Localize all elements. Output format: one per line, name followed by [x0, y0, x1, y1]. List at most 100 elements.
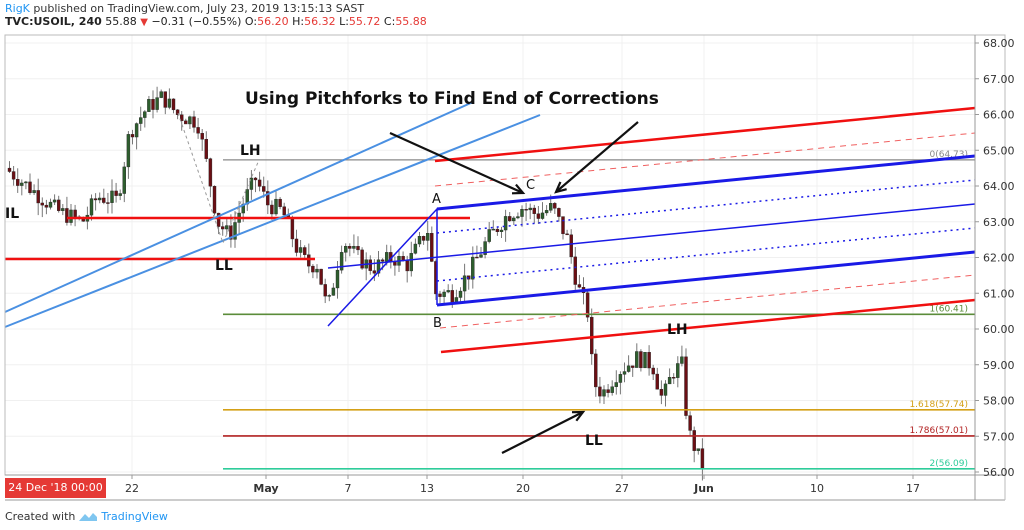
drawings: 0(64.73) 1(60.41) 1.618(57.74) 1.786(57.01)…	[4, 89, 976, 470]
candle-body	[479, 254, 483, 258]
candle-body	[315, 268, 319, 273]
high-value: 56.32	[304, 15, 336, 28]
candle-body	[450, 290, 454, 303]
candle-body	[143, 111, 147, 118]
candle-body	[339, 252, 344, 271]
y-tick-label: 57.00	[983, 430, 1015, 443]
candle-body	[270, 204, 274, 215]
candle-body	[20, 182, 24, 186]
low-label: L:	[339, 15, 349, 28]
candle-body	[659, 388, 664, 396]
tradingview-link[interactable]: TradingView	[101, 510, 168, 523]
candle-body	[175, 109, 180, 115]
candle-body	[688, 415, 692, 431]
candle-body	[134, 123, 139, 138]
candle-body	[73, 209, 77, 217]
pitchfork-dotted-lower	[436, 227, 976, 282]
candle-body	[212, 185, 217, 214]
candle-body	[426, 233, 430, 241]
arrow-to-c-left-head	[511, 183, 526, 195]
publish-info: RigK published on TradingView.com, July …	[5, 2, 364, 15]
candle-body	[544, 210, 549, 214]
author-link[interactable]: RigK	[5, 2, 30, 15]
pitchfork-median	[327, 203, 976, 269]
candle-body	[655, 373, 659, 390]
candle-body	[614, 382, 618, 387]
candle-body	[36, 190, 40, 204]
candle-body	[163, 91, 168, 108]
candle-body	[663, 383, 668, 396]
candle-body	[323, 284, 327, 297]
outer-red-upper	[434, 106, 976, 163]
price-change: −0.31 (−0.55%)	[151, 15, 242, 28]
axes: 68.00 67.00 66.00 65.00 64.00 63.00 62.00 61.00…	[4, 34, 1015, 501]
candle-body	[7, 167, 12, 172]
candle-body	[97, 197, 102, 201]
close-value: 55.88	[395, 15, 427, 28]
candle-body	[344, 246, 348, 253]
x-tick-label: 20	[516, 482, 530, 495]
label-il: IL	[5, 206, 19, 222]
candle-body	[635, 351, 639, 368]
last-price: 55.88	[105, 15, 137, 28]
x-tick-label: 22	[125, 482, 139, 495]
candle-body	[631, 365, 635, 368]
candle-body	[557, 208, 561, 217]
candle-body	[495, 228, 500, 232]
candle-body	[352, 246, 356, 249]
y-tick-label: 64.00	[983, 180, 1015, 193]
candle-body	[307, 254, 311, 267]
symbol-legend: TVC:USOIL, 240 55.88 ▼ −0.31 (−0.55%) O:…	[5, 15, 427, 28]
candle-body	[573, 256, 577, 285]
candle-body	[225, 225, 229, 230]
y-tick-label: 68.00	[983, 37, 1015, 50]
candle-body	[257, 179, 262, 187]
outer-red-dashed-upper	[434, 132, 976, 187]
candle-body	[508, 216, 512, 222]
candle-body	[553, 203, 557, 209]
channel-line-lower	[4, 114, 541, 328]
candle-body	[274, 198, 278, 215]
candle-body	[311, 265, 315, 273]
label-lh-2: LH	[667, 322, 688, 338]
candle-body	[569, 234, 573, 258]
publish-text: published on TradingView.com, July 23, 2…	[29, 2, 365, 15]
candle-body	[93, 198, 98, 201]
candle-body	[520, 209, 524, 217]
crosshair-date-label: 24 Dec '18 00:00	[5, 478, 106, 498]
candle-body	[475, 256, 479, 259]
candle-body	[598, 386, 602, 397]
pitchfork-lower	[436, 250, 976, 307]
candle-body	[196, 127, 200, 134]
candle-body	[147, 99, 151, 112]
candle-body	[356, 246, 360, 251]
candle-body	[266, 191, 270, 206]
candle-body	[684, 356, 688, 416]
open-label: O:	[244, 15, 258, 28]
candle-body	[200, 133, 204, 140]
close-label: C:	[383, 15, 396, 28]
candle-body	[405, 260, 409, 272]
candle-body	[532, 207, 536, 214]
candle-body	[348, 246, 352, 249]
open-value: 56.20	[257, 15, 289, 28]
candle-body	[106, 202, 110, 204]
x-tick-label: 27	[615, 482, 629, 495]
low-value: 55.72	[348, 15, 381, 28]
tradingview-logo-icon	[79, 512, 98, 521]
candle-body	[65, 208, 69, 223]
candle-body	[512, 217, 516, 222]
candle-body	[549, 203, 553, 211]
candle-body	[692, 430, 696, 451]
candle-body	[430, 233, 434, 262]
candle-body	[700, 448, 705, 469]
fib-level-label: 1(60.41)	[929, 304, 968, 314]
candle-body	[52, 199, 57, 203]
x-tick-label: Jun	[693, 482, 714, 495]
candle-body	[48, 201, 53, 208]
candle-body	[89, 198, 94, 216]
candle-body	[253, 177, 258, 181]
candle-body	[667, 377, 672, 385]
candle-body	[676, 363, 680, 378]
